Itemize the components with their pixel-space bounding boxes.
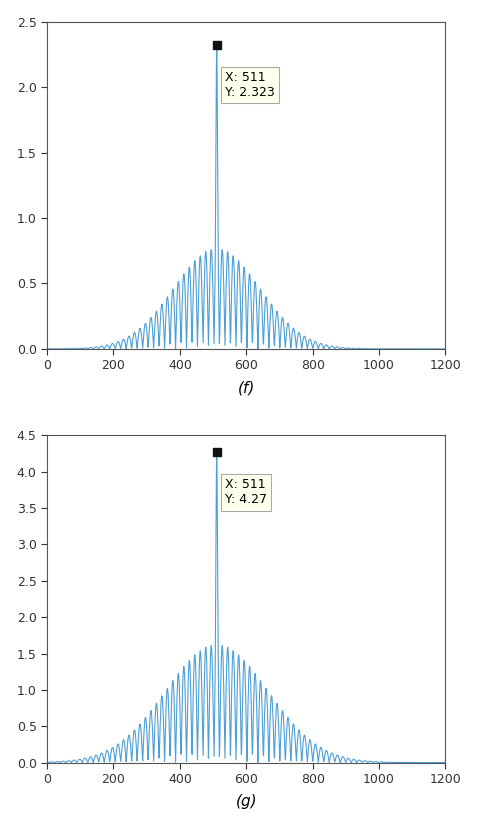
X-axis label: (g): (g) [236,795,257,809]
Text: X: 511
Y: 4.27: X: 511 Y: 4.27 [225,478,267,506]
X-axis label: (f): (f) [238,381,255,396]
Text: X: 511
Y: 2.323: X: 511 Y: 2.323 [225,71,275,99]
